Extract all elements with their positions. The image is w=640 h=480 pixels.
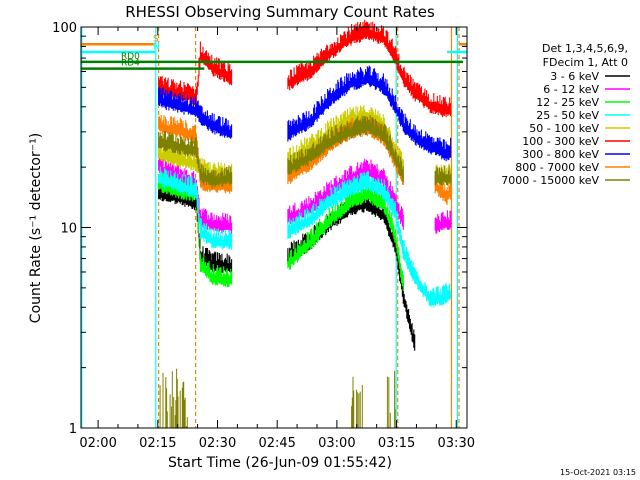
spike-group-1 bbox=[351, 376, 363, 428]
legend-label-8: 7000 - 15000 keV bbox=[501, 174, 599, 187]
legend-label-3: 25 - 50 keV bbox=[536, 109, 599, 122]
x-tick-label-0: 02:00 bbox=[79, 436, 116, 451]
y-tick-label-0: 1 bbox=[69, 422, 77, 437]
flag-3-label: RD4 bbox=[121, 59, 140, 69]
date-stamp: 15-Oct-2021 03:15 bbox=[560, 468, 636, 477]
x-tick-label-2: 02:30 bbox=[199, 436, 236, 451]
legend-header-0: Det 1,3,4,5,6,9, bbox=[542, 42, 628, 55]
legend: Det 1,3,4,5,6,9,FDecim 1, Att 03 - 6 keV… bbox=[501, 42, 630, 187]
flag-0-label: S bbox=[153, 34, 159, 44]
x-tick-label-4: 03:00 bbox=[318, 436, 355, 451]
flag-2-label: RD0 bbox=[121, 52, 140, 62]
series-1-trace bbox=[158, 153, 452, 235]
spike-group-0 bbox=[159, 368, 188, 428]
series-6-trace bbox=[158, 65, 452, 162]
y-tick-label-1: 10 bbox=[60, 222, 77, 237]
legend-label-4: 50 - 100 keV bbox=[529, 122, 599, 135]
x-tick-label-3: 02:45 bbox=[258, 436, 295, 451]
x-tick-label-6: 03:30 bbox=[438, 436, 475, 451]
x-tick-label-1: 02:15 bbox=[139, 436, 176, 451]
x-axis-label: Start Time (26-Jun-09 01:55:42) bbox=[168, 455, 392, 471]
flag-1-label: N bbox=[153, 42, 160, 52]
spike-group-2 bbox=[386, 370, 397, 428]
legend-label-1: 6 - 12 keV bbox=[543, 83, 599, 96]
x-tick-label-5: 03:15 bbox=[378, 436, 415, 451]
legend-label-6: 300 - 800 keV bbox=[522, 148, 599, 161]
chart-title: RHESSI Observing Summary Count Rates bbox=[125, 3, 435, 21]
legend-label-5: 100 - 300 keV bbox=[522, 135, 599, 148]
series-8-trace bbox=[158, 115, 452, 189]
legend-label-7: 800 - 7000 keV bbox=[515, 161, 599, 174]
legend-header-1: FDecim 1, Att 0 bbox=[543, 56, 628, 69]
series-5-trace bbox=[158, 19, 452, 118]
legend-label-0: 3 - 6 keV bbox=[550, 70, 599, 83]
y-axis-label: Count Rate (s⁻¹ detector⁻¹) bbox=[28, 133, 44, 323]
series-3-trace bbox=[158, 166, 452, 308]
legend-label-2: 12 - 25 keV bbox=[536, 96, 599, 109]
y-tick-label-2: 100 bbox=[52, 21, 77, 36]
axes-layer: 02:00 02:15 02:30 02:45 03:00 03:15 03:30 1 10 10… bbox=[52, 21, 475, 451]
